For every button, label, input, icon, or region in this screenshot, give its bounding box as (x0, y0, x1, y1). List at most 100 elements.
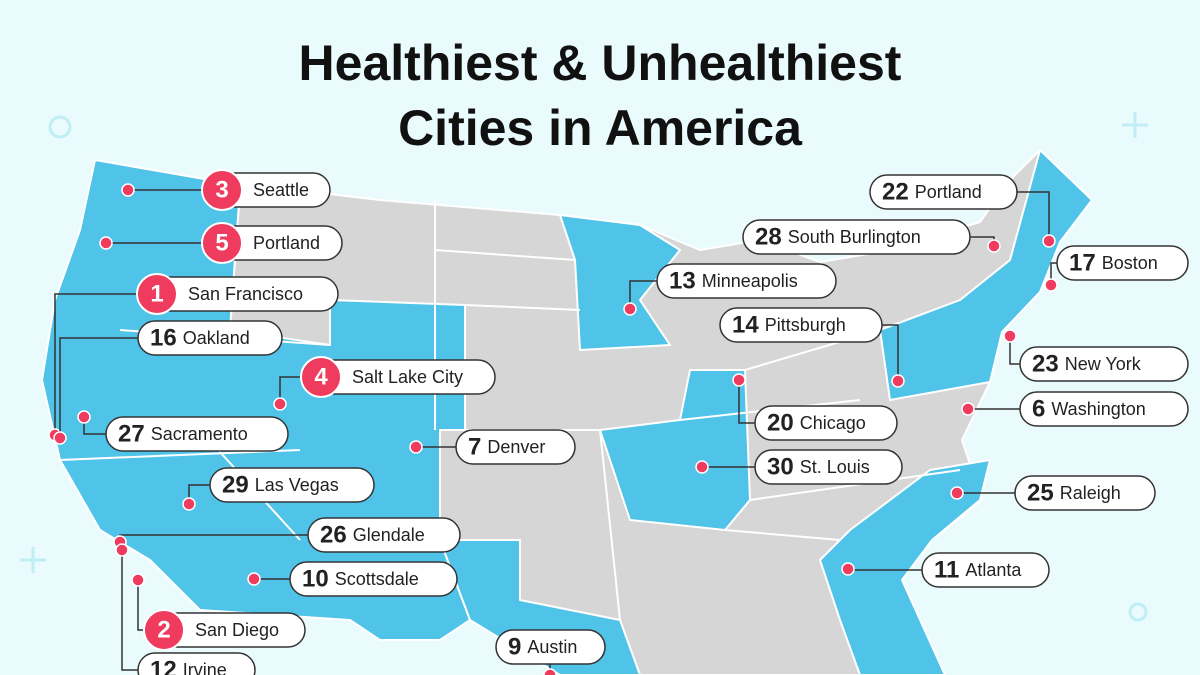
city-label: 26 Glendale (307, 517, 461, 553)
connector (1017, 191, 1050, 241)
label-pill (742, 219, 971, 255)
label-pill (921, 552, 1050, 588)
rank: 10 (302, 566, 329, 593)
deco-plus (1122, 112, 1148, 138)
city-dot (543, 668, 557, 675)
city-name: St. Louis (800, 457, 870, 477)
city-label: 1 San Francisco (136, 273, 339, 315)
connector (629, 280, 657, 309)
rank-badge (300, 356, 342, 398)
city-name: Seattle (253, 180, 309, 200)
connector (1050, 262, 1057, 285)
decorations (20, 112, 1148, 622)
city-name: Scottsdale (335, 569, 419, 589)
city-dot (961, 402, 975, 416)
rank: 22 (882, 179, 909, 206)
city-label: 2 San Diego (143, 609, 306, 651)
city-label: 16 Oakland (137, 320, 283, 356)
city-label: 9 Austin (495, 629, 606, 665)
label-pill (754, 405, 898, 441)
city-name: San Diego (195, 620, 279, 640)
rank: 7 (468, 434, 481, 461)
connector (738, 380, 755, 424)
city-label: 14 Pittsburgh (719, 307, 883, 343)
city-dot (77, 410, 91, 424)
city-label: 7 Denver (455, 429, 576, 465)
city-label: 17 Boston (1056, 245, 1189, 281)
city-name: Washington (1051, 399, 1145, 419)
rank: 1 (150, 281, 163, 308)
city-label: 13 Minneapolis (656, 263, 837, 299)
city-dot (99, 236, 113, 250)
title-line: Healthiest & Unhealthiest (299, 35, 902, 91)
city-dot (987, 239, 1001, 253)
city-dot (115, 543, 129, 557)
rank: 13 (669, 268, 696, 295)
label-pill (105, 416, 289, 452)
city-name: Raleigh (1060, 483, 1121, 503)
city-label: 25 Raleigh (1014, 475, 1156, 511)
city-name: Salt Lake City (352, 367, 463, 387)
city-label: 29 Las Vegas (209, 467, 375, 503)
region-northeast (879, 149, 1093, 401)
rank: 6 (1032, 396, 1045, 423)
label-pill (1019, 346, 1189, 382)
labels: 3 Seattle 5 Portland 1 San Francisco 16 Oakland… (105, 169, 1189, 675)
city-label: 5 Portland (201, 222, 343, 264)
deco-plus (20, 547, 46, 573)
rank: 12 (150, 657, 177, 675)
city-name: Austin (527, 637, 577, 657)
city-name: Pittsburgh (765, 315, 846, 335)
city-dot (841, 562, 855, 576)
city-label: 4 Salt Lake City (300, 356, 496, 398)
city-dot (623, 302, 637, 316)
rank-badge (201, 169, 243, 211)
label-pill (137, 320, 283, 356)
city-name: Oakland (183, 328, 250, 348)
city-dot (121, 183, 135, 197)
rank: 23 (1032, 351, 1059, 378)
city-name: Irvine (183, 660, 227, 675)
rank-badge (201, 222, 243, 264)
region-midwest (599, 369, 751, 531)
city-dot (1003, 329, 1017, 343)
connectors (48, 183, 1058, 675)
city-name: Chicago (800, 413, 866, 433)
rank: 28 (755, 224, 782, 251)
rank: 29 (222, 472, 249, 499)
label-pill (1019, 391, 1189, 427)
label-pill (137, 652, 256, 675)
city-dot (409, 440, 423, 454)
label-pill (307, 517, 461, 553)
label-pill (719, 307, 883, 343)
connector (121, 550, 138, 671)
city-label: 27 Sacramento (105, 416, 289, 452)
label-pill (869, 174, 1018, 210)
rank: 14 (732, 312, 759, 339)
rank: 30 (767, 454, 794, 481)
city-label: 28 South Burlington (742, 219, 971, 255)
rank: 26 (320, 522, 347, 549)
title-line: Cities in America (398, 100, 803, 156)
rank: 2 (157, 617, 170, 644)
city-label: 3 Seattle (201, 169, 331, 211)
rank: 11 (934, 557, 959, 584)
city-name: Sacramento (151, 424, 248, 444)
city-label: 23 New York (1019, 346, 1189, 382)
city-name: Minneapolis (702, 271, 798, 291)
label-pill (656, 263, 837, 299)
deco-circle (48, 115, 72, 139)
city-dot (1044, 278, 1058, 292)
city-name: Portland (253, 233, 320, 253)
rank: 16 (150, 325, 177, 352)
rank-badge (136, 273, 178, 315)
city-label: 11 Atlanta (921, 552, 1050, 588)
city-label: 10 Scottsdale (289, 561, 458, 597)
city-name: Portland (915, 182, 982, 202)
connector (882, 324, 899, 381)
city-dot (1042, 234, 1056, 248)
city-name: San Francisco (188, 284, 303, 304)
city-label: 6 Washington (1019, 391, 1189, 427)
